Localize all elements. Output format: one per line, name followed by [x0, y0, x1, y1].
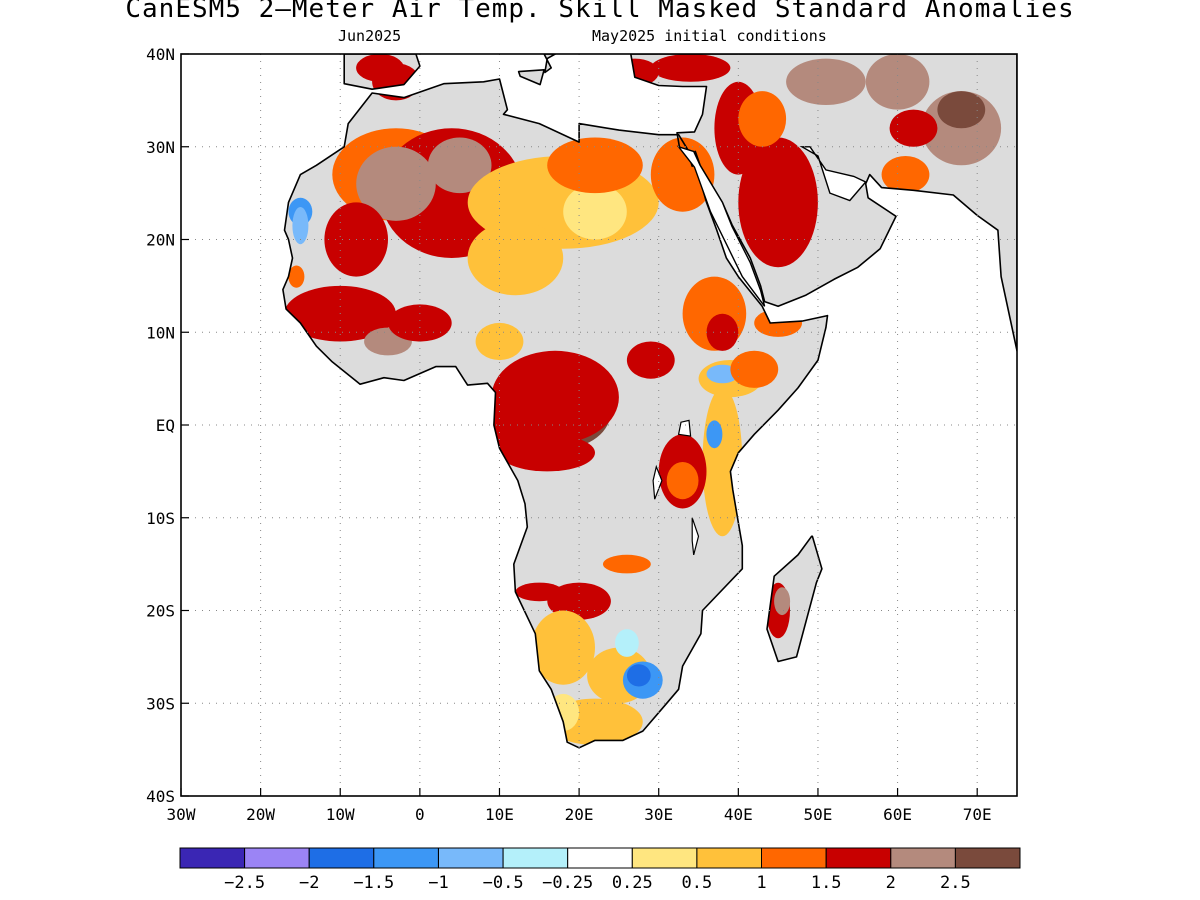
colorbar-swatch [179, 847, 246, 869]
anomaly-region [288, 265, 305, 288]
anomaly-region [730, 350, 779, 388]
anomaly-region [427, 137, 492, 194]
lat-tick-label: 30S [146, 694, 175, 713]
anomaly-region [881, 156, 930, 194]
colorbar-label: −0.5 [483, 873, 524, 893]
anomaly-region [650, 54, 731, 82]
anomaly-region [603, 554, 651, 574]
madagascar-coastline [766, 535, 823, 663]
colorbar: −2.5 −2 −1.5 −1 −0.5 −0.25 0.25 0.5 1 1.5 2 2.5 [179, 847, 1021, 893]
italy-coastline [543, 54, 557, 74]
lon-tick-label: 30W [167, 805, 196, 824]
colorbar-swatch [567, 847, 633, 869]
lake-0 [677, 419, 692, 437]
red-sea [676, 145, 766, 307]
anomaly-region [738, 91, 787, 147]
lon-tick-label: 10E [485, 805, 514, 824]
lon-tick-label: 30E [644, 805, 673, 824]
colorbar-swatch [373, 847, 439, 869]
colorbar-swatch [761, 847, 827, 869]
lon-tick-label: 10W [326, 805, 355, 824]
anomaly-region [650, 137, 715, 212]
sicily-coastline [517, 69, 545, 86]
colorbar-label: −0.25 [542, 873, 593, 893]
anomaly-region [547, 137, 643, 194]
colorbar-swatch [825, 847, 892, 869]
colorbar-swatch [954, 847, 1021, 869]
lake-1 [652, 464, 663, 500]
lon-tick-label: 40E [724, 805, 753, 824]
forecast-month: Jun2025 [338, 27, 402, 45]
colorbar-swatch [308, 847, 375, 869]
colorbar-label: 1 [756, 873, 766, 893]
colorbar-swatch [631, 847, 698, 869]
anomaly-region [706, 420, 723, 449]
colorbar-label: 0.5 [682, 873, 713, 893]
colorbar-label: 1.5 [811, 873, 842, 893]
colorbar-swatch [696, 847, 763, 869]
anomaly-region [706, 313, 739, 351]
lat-tick-label: 20S [146, 602, 175, 621]
anomaly-region [292, 207, 309, 245]
lon-tick-label: 70E [963, 805, 992, 824]
lat-tick-label: EQ [156, 416, 175, 435]
colorbar-label: 2.5 [940, 873, 971, 893]
lon-tick-label: 50E [803, 805, 832, 824]
anomaly-region [738, 137, 818, 268]
lat-tick-label: 40S [146, 787, 175, 806]
anomaly-region [531, 610, 595, 685]
anomaly-region [356, 54, 404, 82]
lat-tick-label: 20N [146, 231, 175, 250]
lon-tick-label: 20E [565, 805, 594, 824]
persian-gulf [799, 146, 867, 202]
colorbar-label: −2 [299, 873, 319, 893]
initial-conditions-label: May2025 initial conditions [592, 27, 827, 45]
anomaly-region [563, 183, 627, 240]
anomaly-region [626, 664, 651, 687]
colorbar-label: 2 [886, 873, 896, 893]
graticule [181, 54, 1017, 796]
anomaly-region [467, 221, 564, 296]
lon-tick-label: 60E [883, 805, 912, 824]
colorbar-swatch [438, 847, 504, 869]
colorbar-label: −1 [428, 873, 448, 893]
anomaly-region [786, 58, 866, 105]
anomaly-region [356, 146, 436, 221]
sicily-land [518, 69, 545, 85]
anomaly-region [865, 54, 930, 110]
anomaly-region [615, 629, 639, 657]
axis-ticks: 30W 20W 10W 0 10E 20E 30E 40E 50E 60E 70E 40N 30N 20N… [146, 45, 992, 824]
colorbar-label: −2.5 [224, 873, 265, 893]
colorbar-swatch [244, 847, 310, 869]
lon-tick-label: 0 [415, 805, 425, 824]
anomaly-region [626, 341, 675, 379]
anomaly-region [889, 109, 938, 147]
anomaly-region [937, 91, 986, 129]
lat-tick-label: 10N [146, 323, 175, 342]
lat-tick-label: 10S [146, 509, 175, 528]
anomaly-region [774, 587, 791, 616]
lat-tick-label: 40N [146, 45, 175, 64]
map-title: CanESM5 2–Meter Air Temp. Skill Masked S… [125, 0, 1075, 24]
lat-tick-label: 30N [146, 138, 175, 157]
anomaly-region [499, 434, 595, 472]
anomaly-region [706, 364, 739, 384]
colorbar-label: 0.25 [612, 873, 653, 893]
lon-tick-label: 20W [246, 805, 275, 824]
anomaly-region [666, 462, 699, 500]
colorbar-swatch [502, 847, 569, 869]
africa-coastline [282, 78, 829, 749]
iberia-coastline [343, 54, 421, 90]
colorbar-label: −1.5 [353, 873, 394, 893]
anomaly-region [388, 304, 452, 342]
colorbar-swatch [890, 847, 956, 869]
